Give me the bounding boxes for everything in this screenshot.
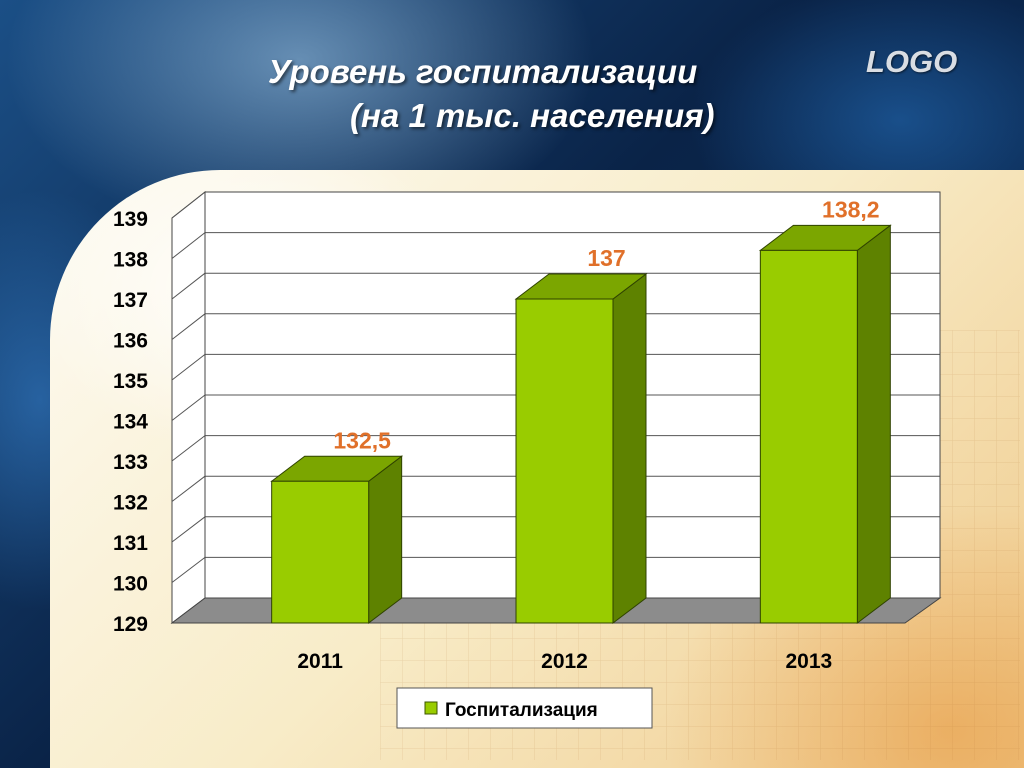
x-tick-label: 2013: [785, 650, 832, 673]
y-tick-label: 133: [113, 451, 148, 474]
title-line-2: (на 1 тыс. населения): [350, 97, 715, 135]
bar-side: [856, 224, 891, 625]
y-tick-label: 135: [113, 370, 148, 393]
bar-2013: [758, 224, 892, 625]
x-axis: 2011 2012 2013: [297, 650, 832, 673]
slide-title: Уровень госпитализации (на 1 тыс. населе…: [268, 50, 715, 138]
bar-front: [515, 298, 614, 624]
gridline-side: [171, 475, 206, 502]
legend-box: [396, 687, 653, 729]
data-label: 137: [587, 245, 625, 271]
gridline-side: [171, 191, 206, 219]
y-tick-label: 132: [113, 492, 148, 515]
bar-side: [368, 455, 403, 625]
y-tick-label: 131: [113, 532, 148, 555]
y-tick-label: 139: [113, 208, 148, 231]
gridline-side: [171, 313, 206, 340]
legend-label: Госпитализация: [445, 700, 598, 721]
gridline-side: [171, 272, 206, 300]
y-tick-label: 129: [113, 613, 148, 636]
gridline-side: [171, 557, 206, 583]
x-tick-label: 2011: [297, 650, 343, 673]
bar-side: [612, 272, 647, 625]
data-label: 138,2: [822, 196, 880, 222]
gridline-side: [171, 354, 206, 381]
x-tick-label: 2012: [541, 650, 588, 673]
bar-front: [759, 249, 858, 624]
legend-swatch: [424, 701, 438, 715]
bar-2012: [514, 272, 648, 625]
data-labels: 132,5 137 138,2: [333, 196, 879, 453]
bar-front: [271, 480, 370, 624]
y-tick-label: 136: [113, 330, 148, 353]
y-tick-label: 137: [113, 289, 148, 312]
gridline-side: [171, 516, 206, 543]
y-axis: 129 130 131 132 133 134 135 136 137 138 139: [113, 208, 148, 636]
logo: LOGO: [866, 44, 958, 79]
gridline-side: [171, 394, 206, 421]
gridline-side: [171, 232, 206, 259]
gridline-side: [171, 435, 206, 462]
y-tick-label: 130: [113, 573, 148, 596]
title-line-1: Уровень госпитализации: [268, 53, 698, 90]
data-label: 132,5: [333, 427, 391, 453]
legend: Госпитализация: [396, 687, 653, 729]
chart-bars: [270, 224, 892, 625]
bar-2011: [270, 455, 404, 625]
y-tick-label: 138: [113, 249, 148, 272]
y-tick-label: 134: [113, 411, 148, 434]
